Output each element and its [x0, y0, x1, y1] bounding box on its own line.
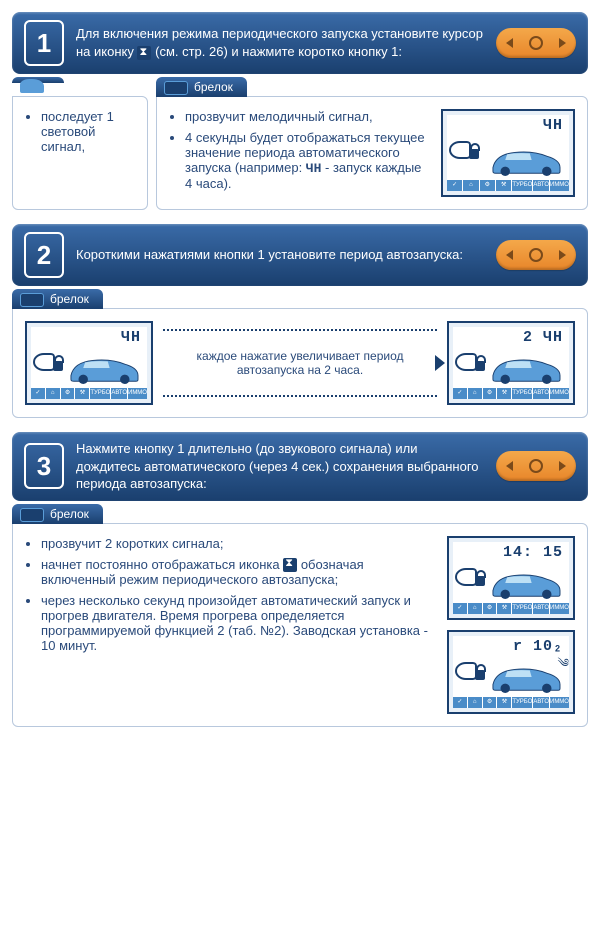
- step1-fob-bullet1: прозвучит мелодичный сигнал,: [185, 109, 431, 124]
- lcd3a-value: 14: 15: [503, 544, 563, 561]
- lcd-display-2a: ЧН ✓⌂⚙⚒ТУРБОАВТОИММО: [25, 321, 153, 405]
- step1-header: 1 Для включения режима периодического за…: [12, 12, 588, 74]
- step1-content: последует 1 световой сигнал, брелок проз…: [12, 76, 588, 210]
- lock-icon: [53, 361, 63, 371]
- car-icon: [487, 660, 565, 694]
- step1-car-panel: последует 1 световой сигнал,: [12, 96, 148, 210]
- lcd-display-1: ЧН ✓⌂⚙⚒ТУРБОАВТОИММО: [441, 109, 575, 197]
- car-icon: [65, 351, 143, 385]
- step2-header: 2 Короткими нажатиями кнопки 1 установит…: [12, 224, 588, 286]
- lcd2a-value: ЧН: [121, 329, 141, 346]
- step3-content: брелок прозвучит 2 коротких сигнала; нач…: [12, 503, 588, 727]
- lcd-display-2b: 2 ЧН ✓⌂⚙⚒ТУРБОАВТОИММО: [447, 321, 575, 405]
- lcd2b-value: 2 ЧН: [523, 329, 563, 346]
- speaker-icon: [455, 568, 477, 586]
- car-icon: [487, 351, 565, 385]
- fob-tab: брелок: [12, 504, 103, 524]
- step1-fob-panel: брелок прозвучит мелодичный сигнал, 4 се…: [156, 96, 588, 210]
- lock-icon: [475, 670, 485, 680]
- lcd-bottom-icons: ✓⌂⚙⚒ТУРБОАВТОИММО: [453, 697, 569, 708]
- fob-tab: брелок: [156, 77, 247, 97]
- step3-number: 3: [24, 443, 64, 489]
- speaker-icon: [455, 662, 477, 680]
- step1-car-bullet: последует 1 световой сигнал,: [41, 109, 135, 154]
- lcd1-value: ЧН: [543, 117, 563, 134]
- speaker-icon: [33, 353, 55, 371]
- step1-number: 1: [24, 20, 64, 66]
- remote-button-icon: [496, 451, 576, 481]
- lcd-bottom-icons: ✓⌂⚙⚒ТУРБОАВТОИММО: [453, 603, 569, 614]
- lcd3b-value: r 10₂: [513, 638, 563, 655]
- step3-bullet1: прозвучит 2 коротких сигнала;: [41, 536, 437, 551]
- car-icon: [487, 143, 565, 177]
- fob-tab: брелок: [12, 289, 103, 309]
- speaker-icon: [449, 141, 471, 159]
- lock-icon: [475, 361, 485, 371]
- hourglass-icon: [137, 46, 151, 60]
- step2-number: 2: [24, 232, 64, 278]
- smoke-icon: ༄: [558, 650, 569, 684]
- remote-button-icon: [496, 240, 576, 270]
- lock-icon: [475, 576, 485, 586]
- step2-content: брелок ЧН ✓⌂⚙⚒ТУРБОАВТОИММО ка: [12, 288, 588, 418]
- step1-text-b: (см. стр. 26) и нажмите коротко кнопку 1…: [155, 44, 402, 59]
- lock-icon: [469, 149, 479, 159]
- step2-text: Короткими нажатиями кнопки 1 установите …: [76, 246, 484, 264]
- lcd-bottom-icons: ✓⌂⚙⚒ТУРБОАВТОИММО: [447, 180, 569, 191]
- step1-text: Для включения режима периодического запу…: [76, 25, 484, 60]
- step3-text: Нажмите кнопку 1 длительно (до звукового…: [76, 440, 484, 493]
- speaker-icon: [455, 353, 477, 371]
- lcd-bottom-icons: ✓⌂⚙⚒ТУРБОАВТОИММО: [31, 388, 147, 399]
- step1-fob-bullet2: 4 секунды будет отображаться текущее зна…: [185, 130, 431, 191]
- car-icon: [487, 566, 565, 600]
- lcd-display-3a: 14: 15 ✓⌂⚙⚒ТУРБОАВТОИММО: [447, 536, 575, 620]
- remote-button-icon: [496, 28, 576, 58]
- lcd-display-3b: r 10₂ ༄ ✓⌂⚙⚒ТУРБОАВТОИММО: [447, 630, 575, 714]
- step2-fob-panel: брелок ЧН ✓⌂⚙⚒ТУРБОАВТОИММО ка: [12, 308, 588, 418]
- step3-fob-panel: брелок прозвучит 2 коротких сигнала; нач…: [12, 523, 588, 727]
- step3-header: 3 Нажмите кнопку 1 длительно (до звуково…: [12, 432, 588, 501]
- car-tab: [12, 77, 64, 83]
- step3-bullet3: через несколько секунд произойдет автома…: [41, 593, 437, 653]
- arrow-text: каждое нажатие увеличивает период автоза…: [163, 329, 437, 397]
- lcd-bottom-icons: ✓⌂⚙⚒ТУРБОАВТОИММО: [453, 388, 569, 399]
- hourglass-icon: [283, 558, 297, 572]
- step3-bullet2: начнет постоянно отображаться иконка обо…: [41, 557, 437, 588]
